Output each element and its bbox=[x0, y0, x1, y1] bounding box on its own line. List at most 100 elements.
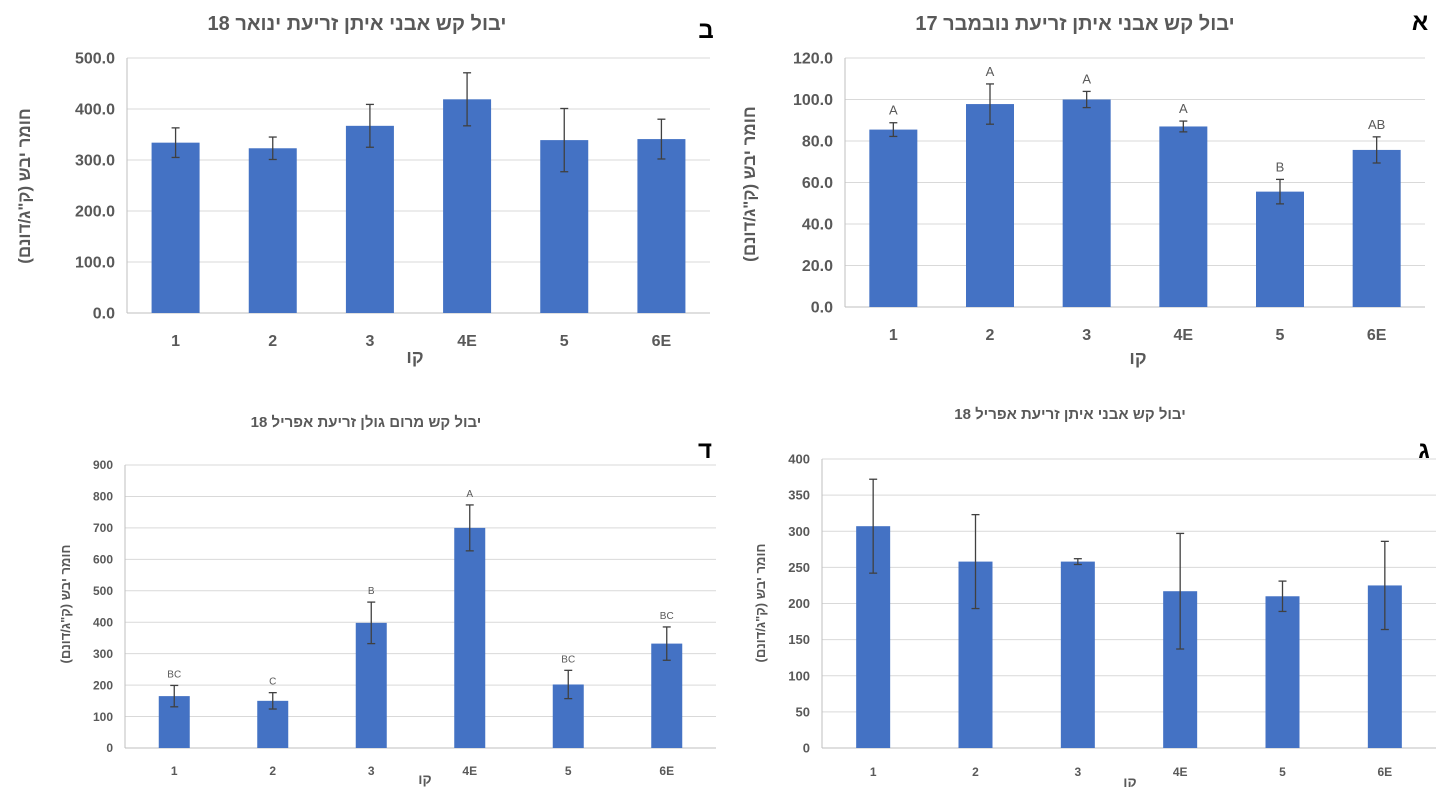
x-tick-label: 3 bbox=[1074, 765, 1081, 779]
y-axis-label: חומר יבש (ק"ג/דונם) bbox=[753, 544, 768, 663]
y-tick-label: 100 bbox=[788, 668, 810, 683]
x-tick-label: 2 bbox=[986, 327, 995, 344]
bar bbox=[1256, 191, 1304, 307]
x-tick-label: 3 bbox=[368, 764, 375, 778]
chart-panel-a: יבול קש אבני איתן זריעת נובמבר 17 א 0.0 20.… bbox=[740, 9, 1428, 368]
bar bbox=[1062, 99, 1111, 307]
x-tick-label: 4E bbox=[457, 333, 477, 350]
y-tick-label: 350 bbox=[788, 488, 810, 503]
significance-label: B bbox=[1276, 159, 1285, 174]
x-tick-label: 5 bbox=[560, 333, 569, 350]
x-tick-label: 4E bbox=[1173, 765, 1188, 779]
bar bbox=[651, 643, 683, 748]
panel-letter: ג bbox=[1418, 437, 1430, 464]
x-tick-label: 6E bbox=[659, 764, 674, 778]
y-axis-label: חומר יבש (ק"ג/דונם) bbox=[15, 108, 34, 264]
chart-title: יבול קש מרום גולן זריעת אפריל 18 bbox=[251, 414, 482, 431]
y-tick-label: 40.0 bbox=[802, 217, 833, 234]
bar bbox=[637, 139, 686, 313]
y-axis-label: חומר יבש (ק"ג/דונם) bbox=[58, 545, 73, 664]
bar bbox=[1060, 561, 1095, 748]
chart-panel-b: יבול קש אבני איתן זריעת ינואר 18 ב 0.0 100.… bbox=[15, 13, 714, 367]
chart-title: יבול קש אבני איתן זריעת ינואר 18 bbox=[208, 13, 507, 35]
x-tick-label: 6E bbox=[652, 333, 672, 350]
bar bbox=[345, 125, 394, 313]
y-tick-label: 300 bbox=[93, 647, 113, 661]
y-tick-label: 700 bbox=[93, 521, 113, 535]
bar bbox=[966, 104, 1014, 307]
significance-label: A bbox=[1082, 71, 1091, 86]
x-tick-label: 2 bbox=[972, 765, 979, 779]
significance-label: B bbox=[368, 586, 375, 597]
panel-letter: א bbox=[1412, 9, 1428, 36]
x-tick-label: 6E bbox=[1377, 765, 1392, 779]
y-tick-label: 250 bbox=[788, 560, 810, 575]
y-tick-label: 100 bbox=[93, 710, 113, 724]
significance-label: A bbox=[986, 64, 995, 79]
y-tick-label: 900 bbox=[93, 458, 113, 472]
y-tick-label: 0.0 bbox=[811, 300, 833, 317]
y-tick-label: 400.0 bbox=[75, 102, 115, 119]
y-tick-label: 120.0 bbox=[793, 51, 833, 68]
y-tick-label: 400 bbox=[788, 452, 810, 467]
significance-label: A bbox=[1179, 101, 1188, 116]
x-tick-label: 4E bbox=[462, 764, 477, 778]
bar bbox=[1352, 149, 1401, 307]
bar bbox=[248, 148, 297, 313]
x-axis-label: קו bbox=[1123, 774, 1136, 787]
x-tick-label: 2 bbox=[268, 333, 277, 350]
y-tick-label: 200 bbox=[93, 678, 113, 692]
significance-label: C bbox=[269, 677, 276, 688]
bar bbox=[869, 129, 918, 307]
x-tick-label: 1 bbox=[889, 327, 898, 344]
bar bbox=[1265, 596, 1300, 748]
x-tick-label: 1 bbox=[171, 333, 180, 350]
significance-label: A bbox=[889, 103, 898, 118]
significance-label: AB bbox=[1368, 117, 1385, 132]
y-tick-label: 300.0 bbox=[75, 153, 115, 170]
y-tick-label: 500.0 bbox=[75, 51, 115, 68]
significance-label: BC bbox=[167, 669, 181, 680]
x-tick-label: 6E bbox=[1367, 327, 1387, 344]
chart-panel-d: יבול קש מרום גולן זריעת אפריל 18 ד 0 100 200… bbox=[58, 414, 716, 787]
y-tick-label: 100.0 bbox=[75, 255, 115, 272]
y-tick-label: 500 bbox=[93, 584, 113, 598]
bar bbox=[454, 527, 486, 748]
y-tick-label: 600 bbox=[93, 553, 113, 567]
x-tick-label: 1 bbox=[870, 765, 877, 779]
x-tick-label: 3 bbox=[365, 333, 374, 350]
x-tick-label: 5 bbox=[1276, 327, 1285, 344]
panel-letter: ד bbox=[698, 437, 712, 464]
panel-letter: ב bbox=[698, 17, 713, 44]
y-tick-label: 0 bbox=[803, 741, 810, 756]
bar bbox=[151, 142, 200, 313]
bar bbox=[1159, 126, 1208, 307]
y-tick-label: 0 bbox=[106, 741, 113, 755]
x-tick-label: 4E bbox=[1174, 327, 1194, 344]
x-axis-label: קו bbox=[418, 771, 431, 787]
x-tick-label: 5 bbox=[565, 764, 572, 778]
x-tick-label: 2 bbox=[269, 764, 276, 778]
x-tick-label: 5 bbox=[1279, 765, 1286, 779]
significance-label: BC bbox=[561, 654, 575, 665]
y-tick-label: 80.0 bbox=[802, 134, 833, 151]
significance-label: BC bbox=[660, 611, 674, 622]
y-tick-label: 100.0 bbox=[793, 92, 833, 109]
x-tick-label: 1 bbox=[171, 764, 178, 778]
bar bbox=[443, 99, 492, 313]
x-tick-label: 3 bbox=[1082, 327, 1091, 344]
chart-panel-c: יבול קש אבני איתן זריעת אפריל 18 ג 0 50 100 1… bbox=[753, 406, 1436, 787]
y-tick-label: 150 bbox=[788, 632, 810, 647]
significance-label: A bbox=[466, 489, 473, 500]
y-tick-label: 300 bbox=[788, 524, 810, 539]
y-tick-label: 50 bbox=[796, 704, 810, 719]
y-tick-label: 400 bbox=[93, 615, 113, 629]
x-axis-label: קו bbox=[406, 347, 423, 367]
y-tick-label: 200 bbox=[788, 596, 810, 611]
chart-title: יבול קש אבני איתן זריעת נובמבר 17 bbox=[915, 13, 1234, 35]
x-axis-label: קו bbox=[1129, 348, 1146, 368]
y-tick-label: 0.0 bbox=[93, 306, 115, 323]
y-tick-label: 20.0 bbox=[802, 258, 833, 275]
y-tick-label: 800 bbox=[93, 490, 113, 504]
